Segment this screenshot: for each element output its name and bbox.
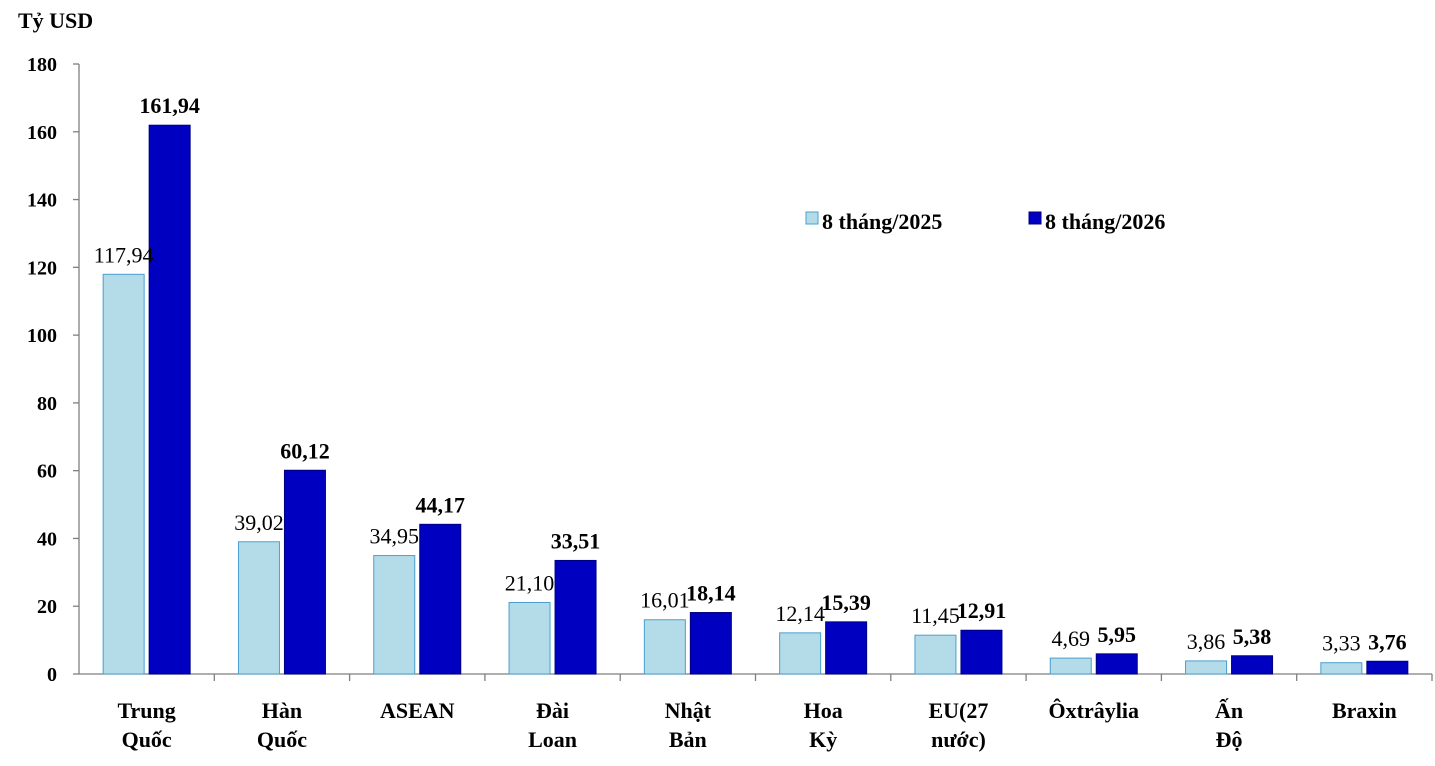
x-category-label: Hoa Kỳ bbox=[804, 698, 843, 752]
x-category-label: Hàn Quốc bbox=[257, 698, 307, 752]
bar-3-series-1 bbox=[373, 555, 416, 675]
data-label-8-series-2: 5,95 bbox=[1098, 622, 1137, 647]
data-label-2-series-1: 39,02 bbox=[234, 510, 284, 535]
bar-7-series-2 bbox=[960, 629, 1003, 675]
data-label-5-series-1: 16,01 bbox=[640, 588, 690, 613]
y-tick-label: 60 bbox=[37, 461, 57, 483]
x-category-label: EU(27 nước) bbox=[929, 698, 989, 752]
data-label-8-series-1: 4,69 bbox=[1052, 626, 1091, 651]
bar-6-series-1 bbox=[779, 632, 822, 675]
bar-1-series-1 bbox=[102, 273, 145, 675]
data-label-10-series-2: 3,76 bbox=[1368, 629, 1407, 654]
bar-9-series-1 bbox=[1185, 660, 1228, 675]
bar-3-series-2 bbox=[419, 523, 462, 675]
y-tick-label: 40 bbox=[37, 528, 57, 550]
data-label-5-series-2: 18,14 bbox=[686, 581, 736, 606]
data-label-9-series-1: 3,86 bbox=[1187, 629, 1226, 654]
y-tick-label: 140 bbox=[27, 190, 57, 212]
data-label-3-series-1: 34,95 bbox=[370, 524, 420, 549]
y-tick-label: 100 bbox=[27, 325, 57, 347]
data-label-1-series-2: 161,94 bbox=[139, 93, 200, 118]
y-tick-label: 160 bbox=[27, 122, 57, 144]
y-tick-label: 80 bbox=[37, 393, 57, 415]
data-label-2-series-2: 60,12 bbox=[280, 438, 330, 463]
legend-swatch-1 bbox=[805, 211, 819, 225]
bar-1-series-2 bbox=[148, 124, 191, 675]
bar-5-series-2 bbox=[689, 612, 732, 675]
x-categories: Trung Quốc Hàn Quốc ASEAN Đài Loan Nhật Bản Hoa Kỳ… bbox=[118, 698, 1397, 752]
bar-4-series-2 bbox=[554, 559, 597, 675]
x-category-label: ASEAN bbox=[380, 698, 455, 723]
y-tick-label: 120 bbox=[27, 257, 57, 279]
x-category-label: Đài Loan bbox=[528, 698, 577, 752]
data-label-9-series-2: 5,38 bbox=[1233, 624, 1272, 649]
x-category-label: Braxin bbox=[1332, 698, 1397, 723]
legend-label-1: 8 tháng/2025 bbox=[822, 209, 942, 234]
legend: 8 tháng/2025 8 tháng/2026 bbox=[805, 209, 1165, 234]
bar-2-series-2 bbox=[283, 469, 326, 675]
y-tick-label: 180 bbox=[27, 54, 57, 76]
x-category-label: Ấn Độ bbox=[1215, 698, 1243, 752]
data-label-6-series-1: 12,14 bbox=[775, 601, 825, 626]
bar-8-series-1 bbox=[1049, 657, 1092, 675]
bar-2-series-1 bbox=[237, 541, 280, 675]
y-tick-label: 0 bbox=[47, 664, 57, 686]
bar-6-series-2 bbox=[825, 621, 868, 675]
data-label-7-series-1: 11,45 bbox=[911, 603, 960, 628]
bar-9-series-2 bbox=[1231, 655, 1274, 675]
bar-10-series-2 bbox=[1366, 660, 1409, 675]
data-label-10-series-1: 3,33 bbox=[1322, 631, 1361, 656]
bar-7-series-1 bbox=[914, 634, 957, 675]
x-category-label: Nhật Bản bbox=[665, 698, 712, 752]
bar-4-series-1 bbox=[508, 601, 551, 675]
x-category-label: Trung Quốc bbox=[118, 698, 176, 752]
data-label-4-series-1: 21,10 bbox=[505, 570, 555, 595]
data-label-1-series-1: 117,94 bbox=[94, 242, 154, 267]
y-tick-label: 20 bbox=[37, 596, 57, 618]
bar-5-series-1 bbox=[643, 619, 686, 675]
data-labels: 117,94 161,94 39,02 60,12 34,95 44,17 21,10 33,… bbox=[94, 93, 1407, 656]
data-label-6-series-2: 15,39 bbox=[821, 590, 871, 615]
legend-swatch-2 bbox=[1028, 211, 1042, 225]
y-unit-label: Tỷ USD bbox=[18, 8, 93, 33]
data-label-3-series-2: 44,17 bbox=[416, 492, 466, 517]
x-category-label: Ôxtrâylia bbox=[1049, 698, 1139, 723]
bar-10-series-1 bbox=[1320, 662, 1363, 675]
bars bbox=[102, 124, 1409, 675]
legend-label-2: 8 tháng/2026 bbox=[1045, 209, 1165, 234]
data-label-4-series-2: 33,51 bbox=[551, 528, 601, 553]
data-label-7-series-2: 12,91 bbox=[957, 598, 1007, 623]
bar-8-series-2 bbox=[1095, 653, 1138, 675]
